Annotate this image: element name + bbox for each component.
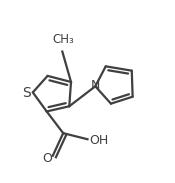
Text: CH₃: CH₃ [52, 33, 74, 46]
Text: S: S [22, 86, 31, 100]
Text: O: O [42, 152, 52, 165]
Text: N: N [91, 79, 100, 92]
Text: OH: OH [89, 135, 108, 147]
